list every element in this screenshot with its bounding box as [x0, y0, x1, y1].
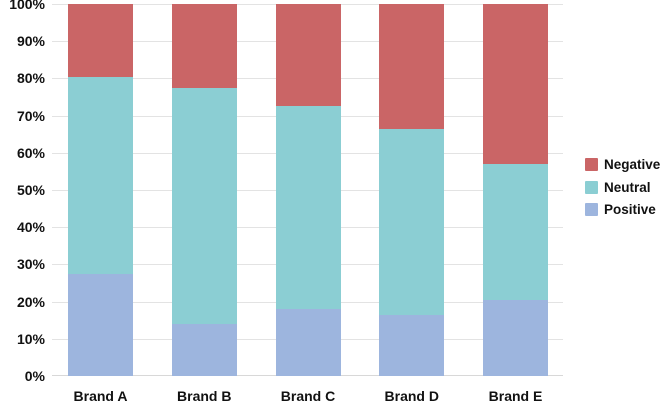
y-tick-label: 20%	[16, 293, 45, 310]
bar-brand-a	[68, 4, 133, 376]
bar-segment-positive	[68, 273, 133, 376]
legend-label-negative: Negative	[604, 157, 661, 172]
legend-label-neutral: Neutral	[604, 179, 651, 195]
bar-brand-d	[379, 4, 445, 376]
y-tick-label: 100%	[9, 0, 45, 12]
positive-swatch-icon	[585, 203, 598, 217]
y-tick-label: 0%	[24, 368, 45, 384]
legend: Negative Neutral Positive	[585, 158, 660, 217]
legend-item-neutral: Neutral	[585, 179, 660, 195]
neutral-swatch-icon	[585, 180, 598, 194]
x-tick-label: Brand A	[73, 388, 128, 404]
x-tick-label: Brand D	[384, 388, 439, 404]
bar-segment-neutral	[68, 76, 133, 274]
bar-segment-neutral	[379, 128, 445, 315]
bar-segment-positive	[483, 299, 548, 376]
y-tick-label: 10%	[16, 330, 45, 347]
negative-swatch-icon	[585, 158, 598, 172]
bar-segment-negative	[379, 4, 445, 129]
bar-segment-neutral	[171, 87, 237, 324]
bar-segment-negative	[483, 4, 548, 164]
x-tick-label: Brand B	[177, 388, 232, 404]
bar-brand-c	[275, 4, 341, 376]
y-tick-label: 90%	[16, 33, 45, 50]
y-tick-label: 40%	[16, 219, 45, 236]
y-tick-label: 60%	[16, 144, 45, 161]
bar-segment-negative	[68, 4, 133, 77]
y-tick-label: 30%	[16, 256, 45, 273]
bar-segment-negative	[171, 4, 237, 88]
bar-segment-neutral	[483, 163, 548, 300]
y-axis: 0% 10% 20% 30% 40% 50% 60% 70% 80% 90% 100%	[0, 0, 46, 383]
bar-segment-negative	[275, 4, 341, 107]
legend-label-positive: Positive	[604, 202, 656, 217]
bar-segment-positive	[275, 309, 341, 376]
y-tick-label: 80%	[16, 70, 45, 87]
bar-segment-neutral	[275, 106, 341, 310]
x-tick-label: Brand E	[488, 388, 543, 404]
legend-item-positive: Positive	[585, 203, 660, 217]
x-axis: Brand A Brand B Brand C Brand D Brand E	[0, 388, 661, 408]
x-tick-label: Brand C	[280, 388, 336, 404]
plot-area	[52, 4, 563, 376]
y-tick-label: 50%	[16, 182, 45, 198]
bar-brand-b	[171, 4, 237, 376]
y-tick-label: 70%	[16, 107, 45, 124]
bar-segment-positive	[171, 323, 237, 376]
bar-brand-e	[483, 4, 548, 376]
bar-segment-positive	[379, 314, 445, 376]
legend-item-negative: Negative	[585, 158, 660, 172]
